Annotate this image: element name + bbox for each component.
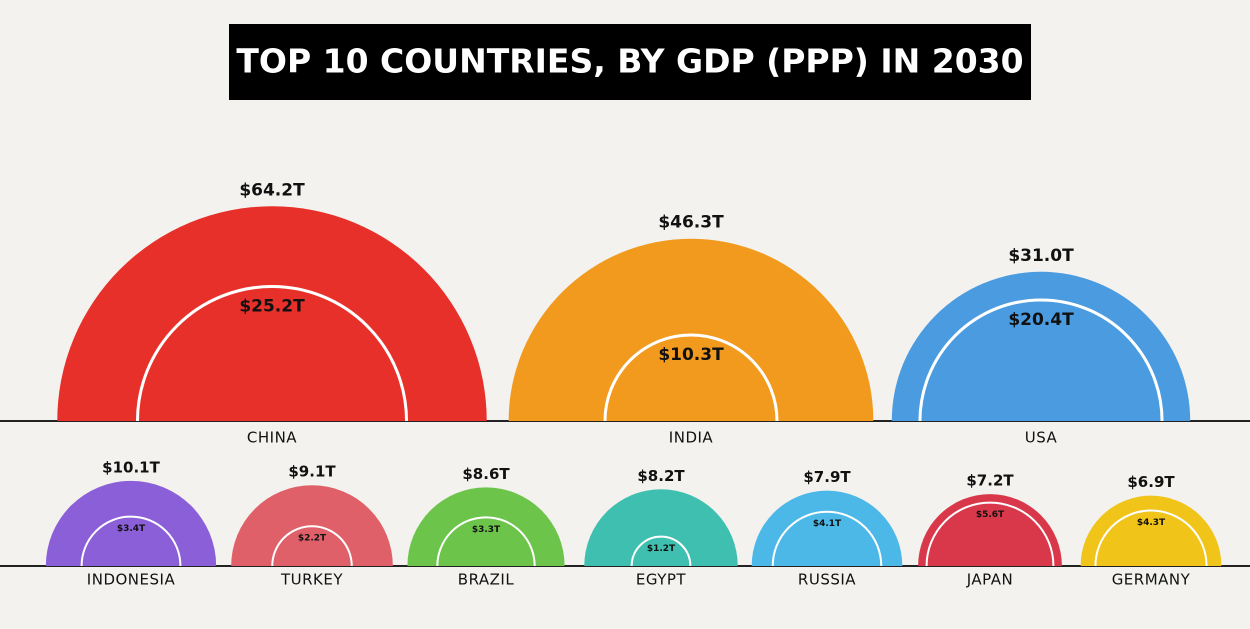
inner-value-label: $25.2T xyxy=(239,296,305,316)
inner-value-label: $4.1T xyxy=(813,519,842,529)
inner-arc xyxy=(771,510,883,567)
inner-value-label: $2.2T xyxy=(298,534,327,544)
inner-arc xyxy=(925,501,1055,567)
outer-value-label: $9.1T xyxy=(288,463,336,481)
inner-value-label: $5.6T xyxy=(976,510,1005,520)
inner-arc xyxy=(918,298,1164,422)
inner-value-label: $10.3T xyxy=(658,345,724,365)
inner-value-label: $20.4T xyxy=(1008,310,1074,330)
inner-value-label: $4.3T xyxy=(1137,518,1166,528)
outer-value-label: $46.3T xyxy=(658,213,724,233)
category-label: JAPAN xyxy=(966,571,1014,589)
inner-value-label: $1.2T xyxy=(647,544,676,554)
inner-value-label: $3.3T xyxy=(472,525,501,535)
outer-value-label: $8.6T xyxy=(462,465,510,483)
inner-arc xyxy=(436,516,536,567)
outer-value-label: $64.2T xyxy=(239,180,305,200)
outer-semicircle xyxy=(1080,495,1222,566)
category-label: USA xyxy=(1025,429,1058,447)
inner-arc xyxy=(1094,510,1208,567)
title-box xyxy=(229,24,1031,100)
outer-semicircle xyxy=(407,487,565,566)
outer-value-label: $8.2T xyxy=(637,467,685,485)
inner-arc xyxy=(135,284,409,422)
category-label: BRAZIL xyxy=(458,571,515,589)
outer-semicircle xyxy=(45,480,217,566)
inner-arc xyxy=(630,535,692,567)
category-label: CHINA xyxy=(247,429,297,447)
outer-semicircle xyxy=(751,490,903,566)
outer-semicircle xyxy=(508,238,874,421)
inner-arc xyxy=(271,525,353,567)
outer-semicircle xyxy=(57,206,487,421)
outer-semicircle xyxy=(918,494,1062,566)
category-label: INDONESIA xyxy=(87,571,176,589)
inner-arc xyxy=(80,515,182,567)
inner-arc xyxy=(603,333,779,422)
outer-value-label: $6.9T xyxy=(1127,473,1175,491)
outer-value-label: $31.0T xyxy=(1008,246,1074,266)
outer-semicircle xyxy=(584,489,738,566)
outer-value-label: $7.9T xyxy=(803,468,851,486)
outer-semicircle xyxy=(891,271,1191,421)
category-label: TURKEY xyxy=(280,571,343,589)
chart-title: TOP 10 COUNTRIES, BY GDP (PPP) IN 2030 xyxy=(236,42,1023,81)
outer-value-label: $7.2T xyxy=(966,472,1014,490)
category-label: RUSSIA xyxy=(798,571,856,589)
category-label: GERMANY xyxy=(1112,571,1191,589)
outer-value-label: $10.1T xyxy=(102,458,160,476)
category-label: EGYPT xyxy=(636,571,687,589)
category-label: INDIA xyxy=(669,429,714,447)
inner-value-label: $3.4T xyxy=(117,524,146,534)
